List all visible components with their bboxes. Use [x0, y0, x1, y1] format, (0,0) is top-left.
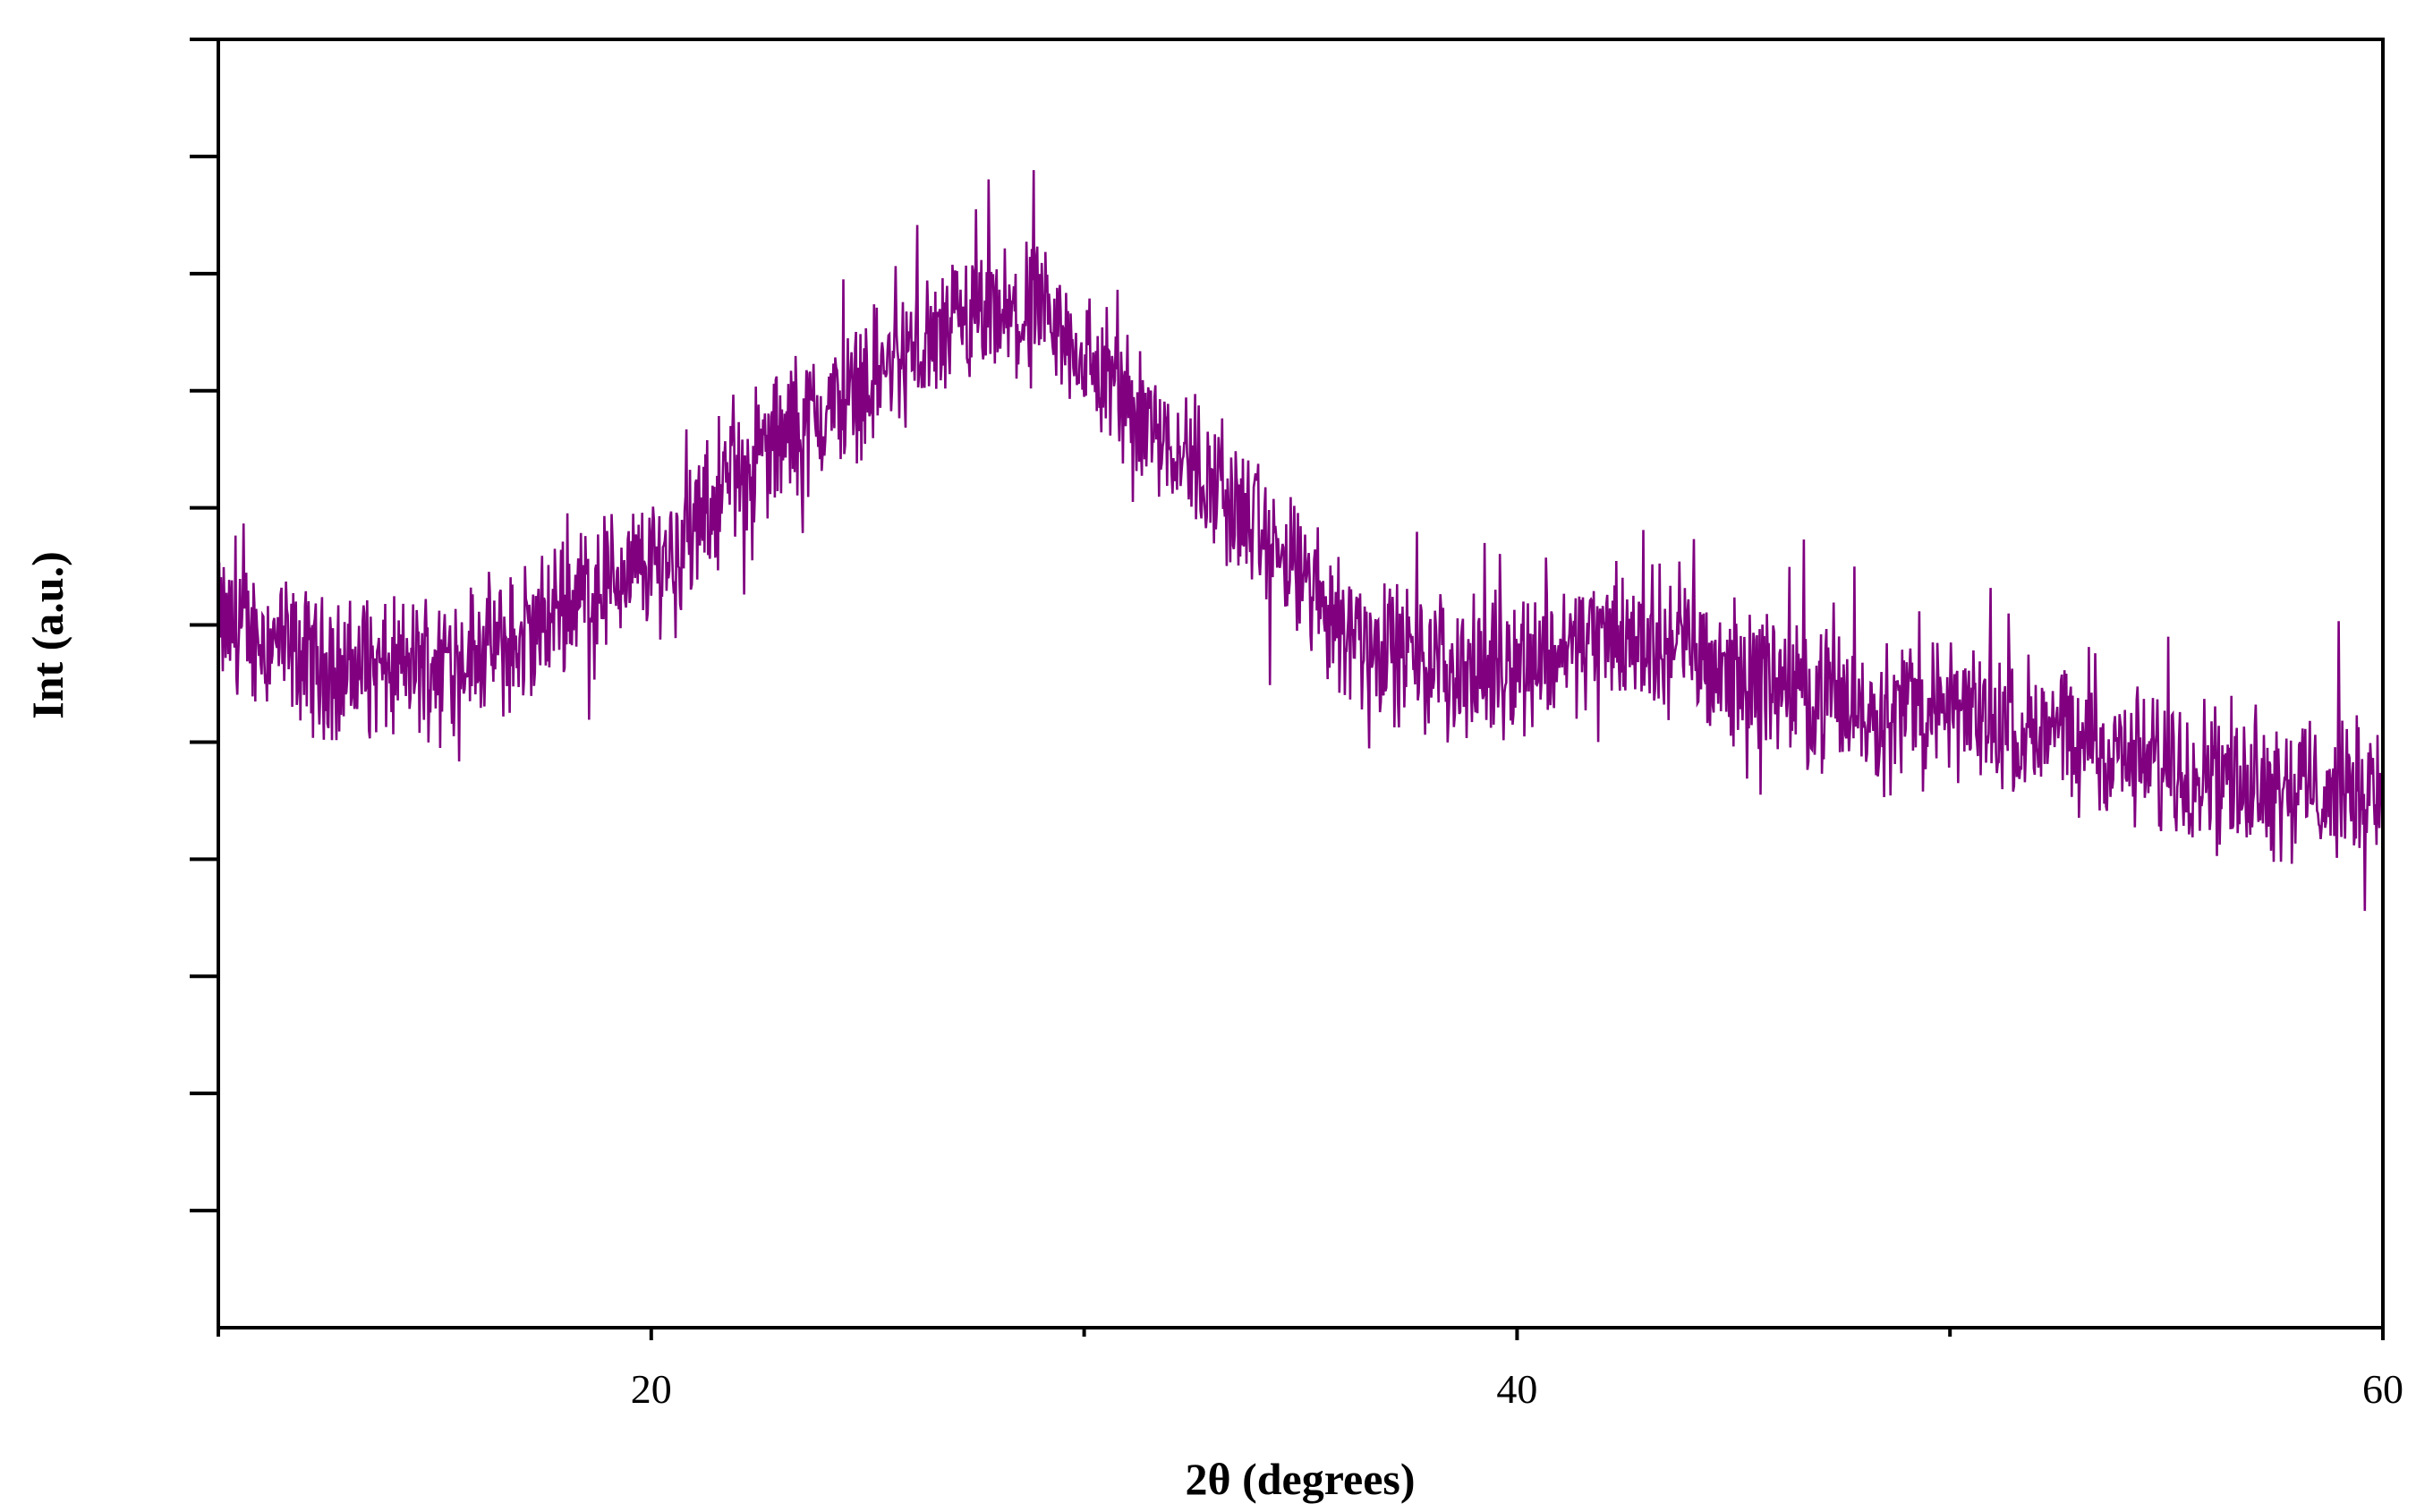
axis-ticks: [190, 38, 2385, 1340]
series-layer: [217, 170, 2385, 912]
x-axis-title: 2θ (degrees): [1185, 1454, 1415, 1504]
x-tick-label: 40: [1496, 1366, 1537, 1412]
x-tick-label: 20: [631, 1366, 672, 1412]
x-tick-label: 60: [2362, 1366, 2403, 1412]
y-axis-title: Int (a.u.): [22, 551, 72, 719]
x-tick-labels: 20 40 60: [631, 1366, 2403, 1412]
series-line: [217, 170, 2385, 912]
plot-frame: [217, 38, 2385, 1329]
